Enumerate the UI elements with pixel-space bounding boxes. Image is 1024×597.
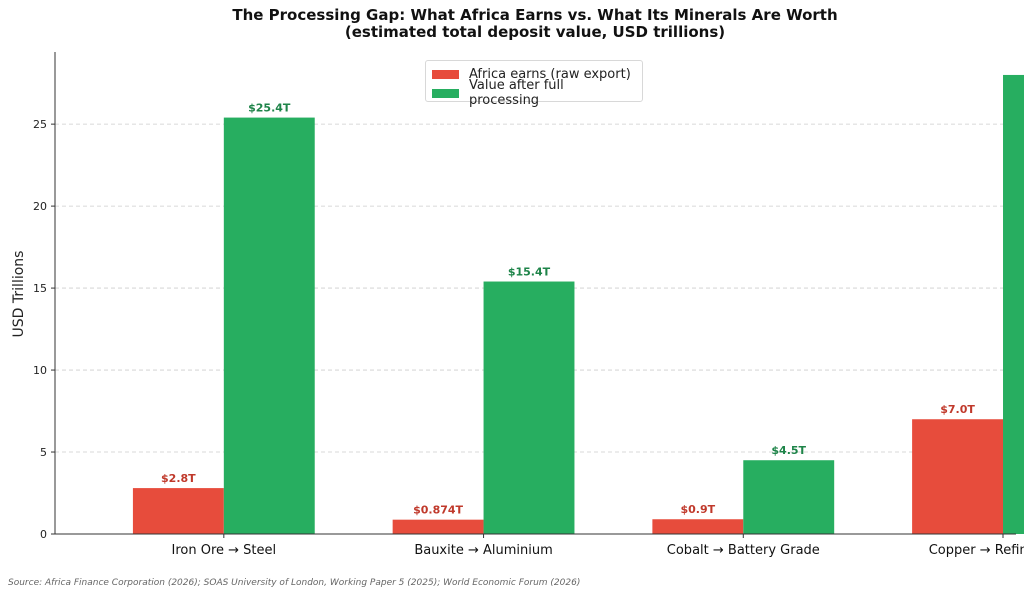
x-tick-label: Iron Ore → Steel xyxy=(172,543,277,558)
bar-value-label: $15.4T xyxy=(508,266,551,279)
bar-value-label: $0.9T xyxy=(681,503,716,516)
bar-value-label: $7.0T xyxy=(940,403,975,416)
grid-lines xyxy=(55,123,1016,453)
bar-value-label: $2.8T xyxy=(161,472,196,485)
y-tick-label: 5 xyxy=(40,446,47,459)
legend-swatch-processed xyxy=(432,88,459,98)
x-tick-label: Bauxite → Aluminium xyxy=(414,543,552,558)
bar-processed xyxy=(743,460,835,534)
legend-label-processed: Value after full processing xyxy=(469,78,564,108)
legend-label-raw: Africa earns (raw export) xyxy=(469,66,631,82)
bar-raw xyxy=(392,519,484,534)
legend-swatch-raw xyxy=(432,69,459,79)
bar-value-label: $4.5T xyxy=(771,444,806,457)
legend-item-raw: Africa earns (raw export) xyxy=(432,65,636,83)
bar-processed xyxy=(223,117,315,534)
y-tick-label: 25 xyxy=(33,118,47,131)
legend-item-processed: Value after full processing xyxy=(432,78,636,108)
legend: Africa earns (raw export) Value after fu… xyxy=(425,60,643,108)
source-note: Source: Africa Finance Corporation (2026… xyxy=(8,578,581,588)
y-tick-label: 0 xyxy=(40,528,47,541)
bar-value-label: $25.4T xyxy=(248,102,291,115)
bar-raw xyxy=(652,519,744,534)
y-tick-label: 15 xyxy=(33,282,47,295)
bar-processed xyxy=(483,281,575,534)
bar-processed xyxy=(1003,74,1024,534)
axes: 0 5 10 15 20 25 Iron Ore → Steel Bauxite → Alum… xyxy=(33,52,1024,558)
x-tick-label: Cobalt → Battery Grade xyxy=(667,543,820,558)
x-tick-label: Copper → Refined Wire xyxy=(929,543,1024,558)
data-labels: $2.8T$0.874T$0.9T$7.0T$25.4T$15.4T$4.5T$… xyxy=(161,102,975,517)
bar-value-label: $0.874T xyxy=(413,504,463,517)
bars xyxy=(132,74,1024,534)
y-tick-label: 10 xyxy=(33,364,47,377)
y-tick-label: 20 xyxy=(33,200,47,213)
chart-title: The Processing Gap: What Africa Earns vs… xyxy=(232,6,838,24)
y-axis-label: USD Trillions xyxy=(11,251,27,338)
chart-subtitle: (estimated total deposit value, USD tril… xyxy=(344,23,726,41)
bar-raw xyxy=(912,419,1004,534)
bar-raw xyxy=(132,488,224,534)
